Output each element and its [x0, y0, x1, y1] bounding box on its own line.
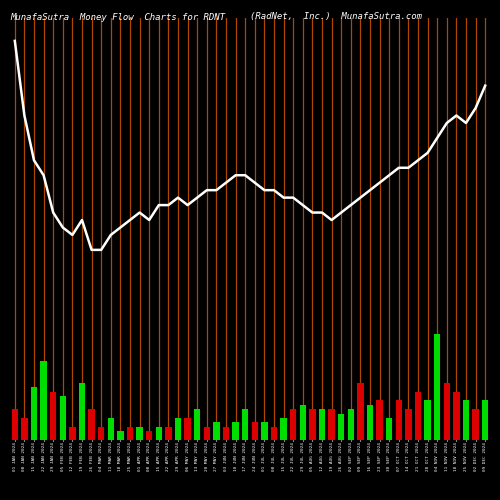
Bar [454, 392, 460, 440]
Bar [290, 409, 296, 440]
Bar [262, 422, 268, 440]
Bar [280, 418, 286, 440]
Bar [434, 334, 440, 440]
Bar [146, 431, 152, 440]
Bar [232, 422, 238, 440]
Bar [156, 427, 162, 440]
Bar [252, 422, 258, 440]
Bar [194, 409, 200, 440]
Bar [214, 422, 220, 440]
Bar [136, 427, 142, 440]
Bar [415, 392, 421, 440]
Bar [223, 427, 229, 440]
Text: (RadNet,  Inc.)  MunafaSutra.com: (RadNet, Inc.) MunafaSutra.com [250, 12, 422, 22]
Bar [108, 418, 114, 440]
Bar [70, 427, 75, 440]
Bar [376, 400, 382, 440]
Bar [22, 418, 28, 440]
Bar [31, 387, 37, 440]
Bar [204, 427, 210, 440]
Bar [396, 400, 402, 440]
Bar [12, 409, 18, 440]
Bar [184, 418, 190, 440]
Bar [40, 361, 46, 440]
Bar [127, 427, 133, 440]
Bar [338, 414, 344, 440]
Bar [482, 400, 488, 440]
Bar [444, 383, 450, 440]
Text: MunafaSutra  Money Flow  Charts for RDNT: MunafaSutra Money Flow Charts for RDNT [10, 12, 225, 22]
Bar [406, 409, 411, 440]
Bar [79, 383, 85, 440]
Bar [118, 431, 124, 440]
Bar [98, 427, 104, 440]
Bar [328, 409, 334, 440]
Bar [60, 396, 66, 440]
Bar [50, 392, 56, 440]
Bar [472, 409, 478, 440]
Bar [310, 409, 316, 440]
Bar [463, 400, 469, 440]
Bar [358, 383, 364, 440]
Bar [424, 400, 430, 440]
Bar [300, 405, 306, 440]
Bar [348, 409, 354, 440]
Bar [242, 409, 248, 440]
Bar [319, 409, 325, 440]
Bar [88, 409, 94, 440]
Bar [367, 405, 373, 440]
Bar [175, 418, 181, 440]
Bar [166, 427, 172, 440]
Bar [271, 427, 277, 440]
Bar [386, 418, 392, 440]
